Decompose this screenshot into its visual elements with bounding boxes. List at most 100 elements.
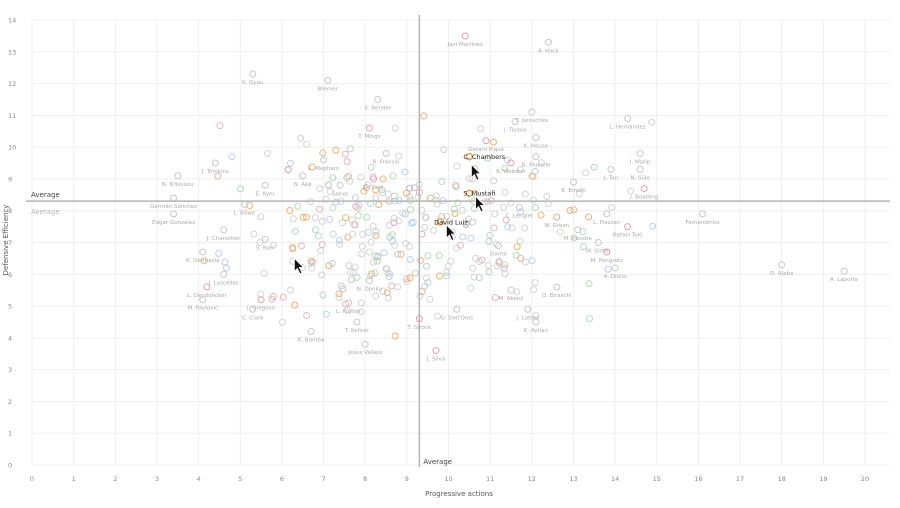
data-point[interactable] [294,202,302,210]
data-point[interactable] [346,145,354,153]
data-point[interactable] [174,172,182,180]
data-point[interactable] [335,236,343,244]
data-point[interactable] [391,124,399,132]
data-point[interactable] [524,305,532,313]
data-point[interactable] [458,206,466,214]
data-point[interactable] [603,248,611,256]
data-point[interactable] [624,115,632,123]
data-point[interactable] [402,189,410,197]
highlighted-point[interactable] [465,152,474,161]
data-point[interactable] [365,248,373,256]
data-point[interactable] [318,271,326,279]
data-point[interactable] [402,240,410,248]
data-point[interactable] [397,250,405,258]
data-point[interactable] [279,293,287,301]
data-point[interactable] [608,203,616,211]
data-point[interactable] [590,163,598,171]
data-point[interactable] [372,252,380,260]
data-point[interactable] [569,178,577,186]
data-point[interactable] [469,264,477,272]
data-point[interactable] [350,221,358,229]
data-point[interactable] [349,230,357,238]
data-point[interactable] [384,269,392,277]
data-point[interactable] [454,199,462,207]
data-point[interactable] [395,217,403,225]
data-point[interactable] [318,217,326,225]
data-point[interactable] [366,272,374,280]
data-point[interactable] [500,203,508,211]
data-point[interactable] [453,244,461,252]
data-point[interactable] [451,209,459,217]
data-point[interactable] [440,146,448,154]
data-point[interactable] [529,196,537,204]
data-point[interactable] [470,204,478,212]
data-point[interactable] [570,206,578,214]
data-point[interactable] [291,301,299,309]
data-point[interactable] [388,282,396,290]
data-point[interactable] [329,230,337,238]
data-point[interactable] [299,172,307,180]
data-point[interactable] [501,188,509,196]
data-point[interactable] [511,118,519,126]
data-point[interactable] [357,173,365,181]
data-point[interactable] [611,264,619,272]
data-point[interactable] [314,232,322,240]
data-point[interactable] [335,290,343,298]
data-point[interactable] [640,184,648,192]
data-point[interactable] [465,175,473,183]
data-point[interactable] [521,224,529,232]
data-point[interactable] [307,257,315,265]
data-point[interactable] [627,187,635,195]
data-point[interactable] [490,177,498,185]
data-point[interactable] [507,286,515,294]
data-point[interactable] [237,185,245,193]
data-point[interactable] [263,149,271,157]
data-point[interactable] [170,210,178,218]
data-point[interactable] [422,274,430,282]
data-point[interactable] [490,224,498,232]
data-point[interactable] [358,242,366,250]
data-point[interactable] [322,310,330,318]
data-point[interactable] [316,205,324,213]
data-point[interactable] [361,340,369,348]
data-point[interactable] [417,256,425,264]
data-point[interactable] [585,213,593,221]
data-point[interactable] [345,299,353,307]
data-point[interactable] [365,228,373,236]
data-point[interactable] [553,213,561,221]
data-point[interactable] [484,154,492,162]
data-point[interactable] [390,192,398,200]
data-point[interactable] [459,233,467,241]
data-point[interactable] [414,193,422,201]
data-point[interactable] [379,287,387,295]
data-point[interactable] [365,124,373,132]
data-point[interactable] [507,159,515,167]
data-point[interactable] [624,223,632,231]
data-point[interactable] [311,226,319,234]
data-point[interactable] [369,222,377,230]
data-point[interactable] [250,230,258,238]
data-point[interactable] [297,134,305,142]
data-point[interactable] [353,273,361,281]
highlighted-point[interactable] [465,189,474,197]
data-point[interactable] [450,205,458,213]
data-point[interactable] [332,146,340,154]
data-point[interactable] [324,76,332,84]
data-point[interactable] [544,38,552,46]
data-point[interactable] [636,165,644,173]
data-point[interactable] [329,174,337,182]
data-point[interactable] [507,199,515,207]
data-point[interactable] [341,150,349,158]
data-point[interactable] [297,242,305,250]
data-point[interactable] [350,268,358,276]
data-point[interactable] [256,238,264,246]
data-point[interactable] [351,194,359,202]
data-point[interactable] [501,261,509,269]
data-point[interactable] [318,241,326,249]
data-point[interactable] [342,214,350,222]
data-point[interactable] [537,211,545,219]
data-point[interactable] [521,190,529,198]
data-point[interactable] [170,194,178,202]
data-point[interactable] [316,185,324,193]
data-point[interactable] [353,204,361,212]
